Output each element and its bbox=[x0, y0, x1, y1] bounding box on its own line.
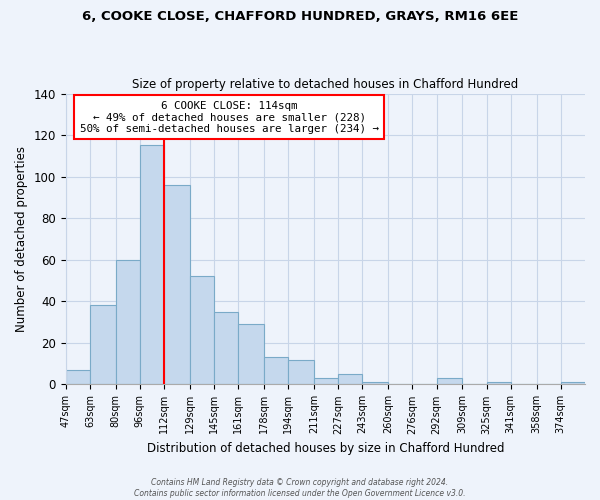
Y-axis label: Number of detached properties: Number of detached properties bbox=[15, 146, 28, 332]
X-axis label: Distribution of detached houses by size in Chafford Hundred: Distribution of detached houses by size … bbox=[146, 442, 504, 455]
Bar bbox=[338, 374, 362, 384]
Text: Contains HM Land Registry data © Crown copyright and database right 2024.
Contai: Contains HM Land Registry data © Crown c… bbox=[134, 478, 466, 498]
Bar bbox=[238, 324, 264, 384]
Bar bbox=[487, 382, 511, 384]
Bar bbox=[288, 360, 314, 384]
Bar bbox=[90, 306, 116, 384]
Bar bbox=[116, 260, 140, 384]
Title: Size of property relative to detached houses in Chafford Hundred: Size of property relative to detached ho… bbox=[132, 78, 518, 91]
Bar bbox=[314, 378, 338, 384]
Bar bbox=[362, 382, 388, 384]
Bar bbox=[214, 312, 238, 384]
Text: 6, COOKE CLOSE, CHAFFORD HUNDRED, GRAYS, RM16 6EE: 6, COOKE CLOSE, CHAFFORD HUNDRED, GRAYS,… bbox=[82, 10, 518, 23]
Bar bbox=[190, 276, 214, 384]
Bar bbox=[65, 370, 90, 384]
Bar bbox=[264, 358, 288, 384]
Bar bbox=[437, 378, 463, 384]
Bar bbox=[164, 185, 190, 384]
Bar bbox=[561, 382, 585, 384]
Bar bbox=[140, 146, 164, 384]
Text: 6 COOKE CLOSE: 114sqm
← 49% of detached houses are smaller (228)
50% of semi-det: 6 COOKE CLOSE: 114sqm ← 49% of detached … bbox=[80, 101, 379, 134]
